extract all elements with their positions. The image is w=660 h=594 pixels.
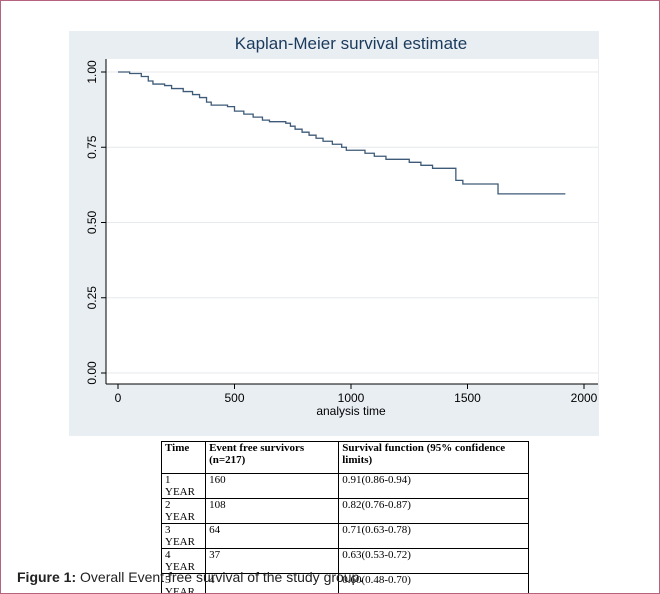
- table-cell: 160: [205, 473, 340, 499]
- table-cell: 2 YEAR: [160, 498, 207, 524]
- caption: Figure 1: Overall Event free survival of…: [17, 569, 363, 585]
- x-tick-label: 500: [224, 391, 244, 405]
- chart: Kaplan-Meier survival estimate analysis …: [69, 31, 599, 436]
- y-tick-label: 0.75: [85, 135, 99, 159]
- chart-title: Kaplan-Meier survival estimate: [235, 34, 467, 53]
- x-axis-label: analysis time: [316, 404, 386, 418]
- y-tick-label: 1.00: [85, 60, 99, 84]
- table-cell: 64: [205, 523, 340, 549]
- table-row: 2 YEAR 108 0.82(0.76-0.87): [160, 498, 529, 524]
- table-header-cell: Event free survivors (n=217): [205, 441, 340, 474]
- table-cell: 108: [205, 498, 340, 524]
- caption-text: Overall Event free survival of the study…: [76, 569, 364, 585]
- table-cell: 3 YEAR: [160, 523, 207, 549]
- table-header-cell: Survival function (95% confidence limits…: [338, 441, 529, 474]
- y-tick-label: 0.50: [85, 210, 99, 234]
- table-cell: 4 YEAR: [160, 548, 207, 574]
- table-cell: 5 YEAR: [160, 573, 207, 593]
- table-row: 5 YEAR 4 0.60(0.48-0.70): [160, 573, 529, 593]
- x-tick-label: 2000: [571, 391, 598, 405]
- table-row: 3 YEAR 64 0.71(0.63-0.78): [160, 523, 529, 549]
- caption-label: Figure 1:: [17, 569, 77, 585]
- table-cell: 0.71(0.63-0.78): [338, 523, 529, 549]
- plot-area: [106, 59, 598, 384]
- y-tick-label: 0.25: [85, 286, 99, 310]
- x-tick-label: 1000: [338, 391, 365, 405]
- table-cell: 0.91(0.86-0.94): [338, 473, 529, 499]
- y-tick-label: 0.00: [85, 361, 99, 385]
- survival-table: Time Event free survivors (n=217) Survival…: [160, 441, 529, 593]
- table-cell: 4: [205, 573, 340, 593]
- x-tick-label: 0: [115, 391, 122, 405]
- table-cell: 0.63(0.53-0.72): [338, 548, 529, 574]
- table-header-cell: Time: [160, 441, 207, 474]
- table-cell: 0.60(0.48-0.70): [338, 573, 529, 593]
- table-cell: 0.82(0.76-0.87): [338, 498, 529, 524]
- x-tick-label: 1500: [454, 391, 481, 405]
- table-cell: 1 YEAR: [160, 473, 207, 499]
- table-row: 1 YEAR 160 0.91(0.86-0.94): [160, 473, 529, 499]
- survival-curve: [118, 71, 566, 195]
